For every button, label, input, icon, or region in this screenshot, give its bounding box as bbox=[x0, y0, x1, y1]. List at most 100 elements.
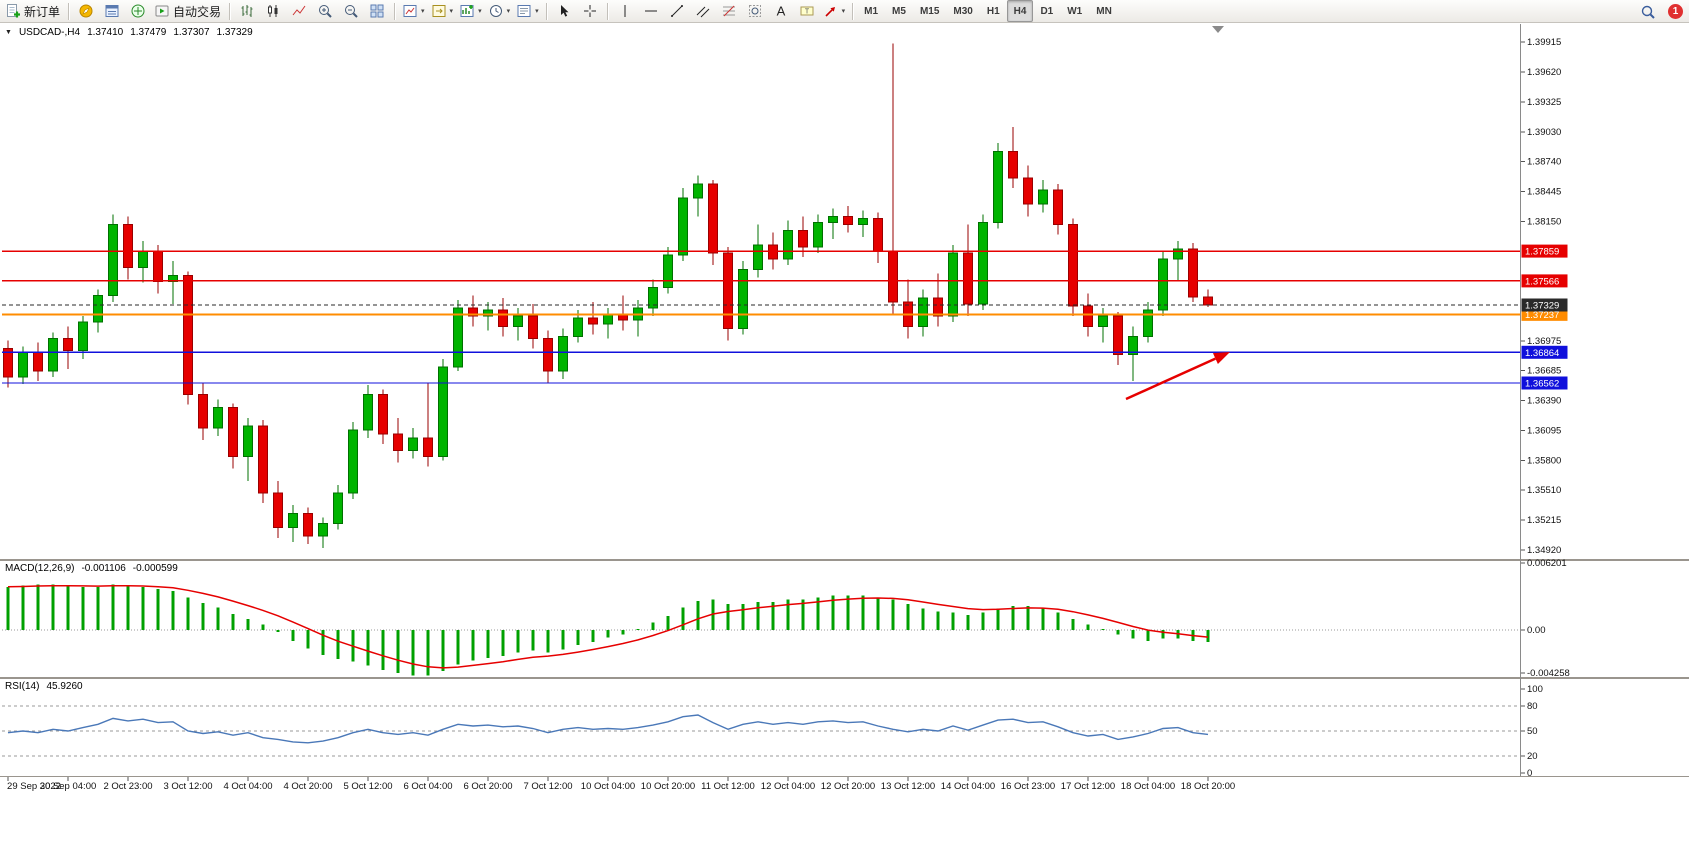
notification-badge[interactable]: 1 bbox=[1668, 4, 1683, 19]
arrows-button[interactable]: ▾ bbox=[820, 0, 849, 22]
timeframe-w1[interactable]: W1 bbox=[1060, 0, 1089, 22]
timeframe-mn[interactable]: MN bbox=[1089, 0, 1119, 22]
svg-text:12 Oct 04:00: 12 Oct 04:00 bbox=[761, 781, 815, 792]
candle bbox=[198, 393, 208, 429]
chart-shift-marker[interactable] bbox=[1212, 26, 1224, 33]
macd-bar bbox=[591, 630, 595, 642]
dropdown-caret-icon[interactable]: ▾ bbox=[478, 8, 482, 15]
candle bbox=[738, 268, 748, 329]
vertical-line-icon bbox=[617, 3, 633, 19]
rsi-panel[interactable]: 100 80 50 20 0 bbox=[2, 684, 1543, 779]
fibonacci-icon bbox=[721, 3, 737, 19]
new-order-button[interactable]: 新订单 bbox=[2, 0, 64, 22]
macd-bar bbox=[1041, 608, 1045, 630]
macd-bar bbox=[306, 630, 310, 649]
dropdown-caret-icon[interactable]: ▾ bbox=[535, 8, 539, 15]
svg-text:18 Oct 04:00: 18 Oct 04:00 bbox=[1121, 781, 1175, 792]
search-button[interactable] bbox=[1635, 1, 1661, 23]
macd-bar bbox=[396, 630, 400, 674]
line-chart-button[interactable] bbox=[286, 0, 312, 22]
shapes-button[interactable] bbox=[742, 0, 768, 22]
dropdown-caret-icon[interactable]: ▾ bbox=[421, 8, 425, 15]
svg-text:1.37329: 1.37329 bbox=[1525, 300, 1559, 311]
templates-button[interactable]: ▾ bbox=[513, 0, 542, 22]
macd-bar bbox=[696, 600, 700, 630]
candle bbox=[723, 252, 733, 329]
profiles-button[interactable]: ▾ bbox=[428, 0, 457, 22]
timeframe-w1-label: W1 bbox=[1067, 5, 1083, 17]
svg-text:1.36562: 1.36562 bbox=[1525, 379, 1559, 390]
svg-text:1.34920: 1.34920 bbox=[1527, 545, 1561, 556]
svg-text:11 Oct 12:00: 11 Oct 12:00 bbox=[701, 781, 755, 792]
timeframe-m5[interactable]: M5 bbox=[885, 0, 913, 22]
svg-text:13 Oct 12:00: 13 Oct 12:00 bbox=[881, 781, 935, 792]
svg-text:5 Oct 12:00: 5 Oct 12:00 bbox=[343, 781, 392, 792]
bar-chart-button[interactable] bbox=[234, 0, 260, 22]
svg-text:1.39325: 1.39325 bbox=[1527, 97, 1561, 108]
market-watch-button[interactable] bbox=[99, 0, 125, 22]
price-axis[interactable]: 1.39915 1.39620 1.39325 1.39030 1.38740 1.384… bbox=[1521, 37, 1568, 556]
price-level-badge: 1.36562 bbox=[1521, 376, 1568, 390]
line-chart-icon bbox=[291, 3, 307, 19]
candle bbox=[843, 215, 853, 226]
candle bbox=[1068, 224, 1078, 307]
macd-bar bbox=[216, 607, 220, 630]
fibonacci-button[interactable] bbox=[716, 0, 742, 22]
periods-button[interactable]: ▾ bbox=[485, 0, 514, 22]
trend-arrow-annotation[interactable] bbox=[1125, 352, 1230, 401]
zoom-out-button[interactable] bbox=[338, 0, 364, 22]
vertical-line-button[interactable] bbox=[612, 0, 638, 22]
dropdown-caret-icon[interactable]: ▾ bbox=[841, 8, 846, 15]
macd-panel[interactable]: 0.006201 0.00 -0.004258 bbox=[2, 558, 1570, 679]
toolbar-group-panels: 自动交易 bbox=[73, 0, 225, 22]
compass-button[interactable] bbox=[73, 0, 99, 22]
auto-trading-button[interactable]: 自动交易 bbox=[151, 0, 225, 22]
timeframe-m1-label: M1 bbox=[864, 5, 879, 17]
new-chart-button[interactable]: ▾ bbox=[399, 0, 428, 22]
macd-bar bbox=[321, 630, 325, 655]
timeframe-h4[interactable]: H4 bbox=[1006, 0, 1034, 22]
text-button[interactable]: A bbox=[768, 0, 794, 22]
crosshair-button[interactable] bbox=[577, 0, 603, 22]
macd-bar bbox=[846, 595, 850, 630]
navigator-button[interactable] bbox=[125, 0, 151, 22]
trendline-button[interactable] bbox=[664, 0, 690, 22]
tile-windows-button[interactable] bbox=[364, 0, 390, 22]
macd-bar bbox=[1056, 612, 1060, 630]
candle bbox=[123, 224, 133, 268]
text-label-button[interactable]: T bbox=[794, 0, 820, 22]
macd-bar bbox=[876, 597, 880, 630]
indicators-button[interactable]: ▾ bbox=[456, 0, 485, 22]
chart-collapse-icon[interactable]: ▼ bbox=[5, 29, 12, 36]
svg-text:1.36864: 1.36864 bbox=[1525, 348, 1559, 359]
timeframe-d1[interactable]: D1 bbox=[1033, 0, 1060, 22]
rsi-value: 45.9260 bbox=[46, 681, 83, 692]
macd-bar bbox=[246, 619, 250, 630]
svg-text:10 Oct 04:00: 10 Oct 04:00 bbox=[581, 781, 635, 792]
candle bbox=[528, 315, 538, 339]
dropdown-caret-icon[interactable]: ▾ bbox=[449, 8, 454, 15]
cursor-button[interactable] bbox=[551, 0, 577, 22]
auto-trading-button-label: 自动交易 bbox=[173, 4, 222, 19]
channel-button[interactable] bbox=[690, 0, 716, 22]
svg-text:-0.004258: -0.004258 bbox=[1527, 668, 1570, 679]
candle bbox=[828, 215, 838, 224]
macd-bar bbox=[81, 586, 85, 630]
dropdown-caret-icon[interactable]: ▾ bbox=[506, 8, 511, 15]
horizontal-line-button[interactable] bbox=[638, 0, 664, 22]
candle bbox=[108, 224, 118, 297]
candlestick-chart-button[interactable] bbox=[260, 0, 286, 22]
svg-text:1.35800: 1.35800 bbox=[1527, 455, 1561, 466]
timeframe-m15[interactable]: M15 bbox=[913, 0, 946, 22]
candle bbox=[693, 183, 703, 199]
timeframe-m1[interactable]: M1 bbox=[857, 0, 885, 22]
horizontal-line-objects[interactable] bbox=[2, 250, 1520, 384]
zoom-in-button[interactable] bbox=[312, 0, 338, 22]
timeframe-h1[interactable]: H1 bbox=[980, 0, 1007, 22]
macd-bar bbox=[606, 630, 610, 638]
timeframe-m30[interactable]: M30 bbox=[946, 0, 979, 22]
autotrade-icon bbox=[154, 3, 170, 19]
candle bbox=[963, 252, 973, 305]
